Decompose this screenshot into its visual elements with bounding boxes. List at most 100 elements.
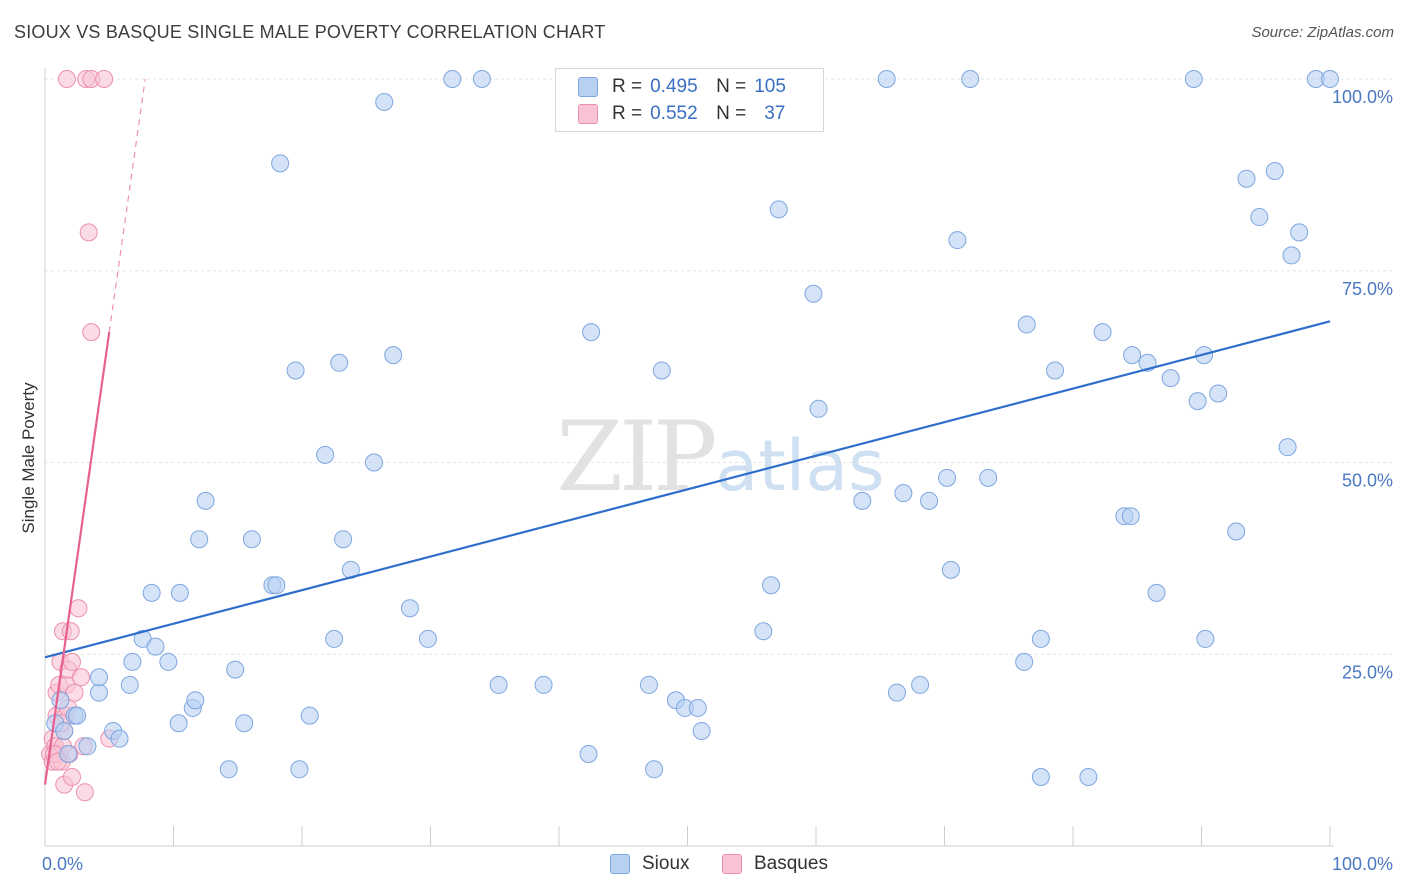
- point-sioux: [1031, 767, 1050, 786]
- stats-legend: R = 0.495 N = 105 R = 0.552 N = 37: [555, 68, 824, 132]
- point-sioux: [938, 468, 957, 487]
- point-sioux: [1282, 246, 1301, 265]
- point-sioux: [334, 530, 353, 549]
- point-sioux: [961, 70, 980, 88]
- legend-n-label: N =: [716, 103, 747, 124]
- point-sioux: [418, 629, 437, 648]
- point-sioux: [877, 70, 896, 88]
- point-sioux: [1093, 323, 1112, 342]
- point-basques: [62, 767, 81, 786]
- point-sioux: [1184, 70, 1203, 88]
- point-basques: [61, 622, 80, 641]
- y-tick-label: 75.0%: [1342, 279, 1393, 299]
- point-basques: [65, 683, 84, 702]
- point-sioux: [582, 323, 601, 342]
- point-sioux: [1188, 392, 1207, 411]
- y-tick-label: 50.0%: [1342, 471, 1393, 491]
- point-sioux: [78, 737, 97, 756]
- legend-swatch-sioux: [578, 77, 598, 97]
- point-sioux: [809, 399, 828, 418]
- point-sioux: [1278, 438, 1297, 457]
- point-sioux: [1031, 629, 1050, 648]
- gridlines: [45, 78, 1394, 655]
- point-sioux: [330, 353, 349, 372]
- point-sioux: [89, 683, 108, 702]
- trend-line-basques-extension: [108, 78, 146, 333]
- point-sioux: [364, 453, 383, 472]
- point-sioux: [68, 706, 87, 725]
- legend-n-label: N =: [716, 76, 747, 97]
- point-basques: [69, 599, 88, 618]
- point-sioux: [169, 714, 188, 733]
- point-sioux: [190, 530, 209, 549]
- legend-r-value: 0.552: [650, 103, 698, 124]
- point-sioux: [1209, 384, 1228, 403]
- point-sioux: [51, 691, 70, 710]
- series-swatch-sioux: [610, 854, 630, 874]
- point-sioux: [146, 637, 165, 656]
- legend-row-basques: R = 0.552 N = 37: [578, 102, 785, 126]
- point-sioux: [1321, 70, 1339, 88]
- point-sioux: [400, 599, 419, 618]
- y-tick-label: 25.0%: [1342, 662, 1393, 682]
- x-tick-label: 0.0%: [42, 854, 83, 874]
- point-sioux: [645, 760, 664, 779]
- point-sioux: [1290, 223, 1309, 242]
- point-sioux: [894, 484, 913, 503]
- point-sioux: [242, 530, 261, 549]
- point-sioux: [639, 675, 658, 694]
- point-sioux: [1017, 315, 1036, 334]
- point-basques: [62, 652, 81, 671]
- x-tick-labels: 0.0% 100.0%: [42, 854, 1393, 874]
- point-sioux: [1123, 346, 1142, 365]
- point-sioux: [159, 652, 178, 671]
- point-sioux: [120, 675, 139, 694]
- point-sioux: [219, 760, 238, 779]
- legend-r-label: R =: [612, 103, 643, 124]
- point-sioux: [1250, 208, 1269, 227]
- series-legend-sioux: Sioux: [610, 852, 690, 876]
- legend-swatch-basques: [578, 104, 598, 124]
- point-sioux: [804, 284, 823, 303]
- trend-lines: [43, 78, 1331, 785]
- point-sioux: [692, 721, 711, 740]
- point-sioux: [123, 652, 142, 671]
- point-sioux: [267, 576, 286, 595]
- point-basques: [71, 668, 90, 687]
- point-sioux: [59, 744, 78, 763]
- legend-r-value: 0.495: [650, 76, 698, 97]
- point-sioux: [1161, 369, 1180, 388]
- y-tick-labels: 25.0% 50.0% 75.0% 100.0%: [1332, 87, 1393, 682]
- legend-row-sioux: R = 0.495 N = 105: [578, 75, 786, 99]
- point-basques: [57, 70, 76, 88]
- source-credit: Source: ZipAtlas.com: [1251, 24, 1394, 41]
- point-sioux: [170, 583, 189, 602]
- point-sioux: [762, 576, 781, 595]
- series-label-basques: Basques: [754, 853, 828, 874]
- point-sioux: [911, 675, 930, 694]
- point-sioux: [384, 346, 403, 365]
- point-sioux: [316, 445, 335, 464]
- series-legend-basques: Basques: [722, 852, 828, 876]
- point-basques: [75, 783, 94, 802]
- point-sioux: [443, 70, 462, 88]
- point-basques: [79, 223, 98, 242]
- watermark-zip: ZIP: [556, 401, 715, 513]
- point-sioux: [186, 691, 205, 710]
- point-sioux: [226, 660, 245, 679]
- legend-n-value: 37: [764, 103, 786, 124]
- trend-line-sioux: [44, 320, 1331, 659]
- point-sioux: [754, 622, 773, 641]
- point-sioux: [375, 93, 394, 112]
- point-sioux: [1015, 652, 1034, 671]
- series-swatch-basques: [722, 854, 742, 874]
- legend-n-value: 105: [754, 76, 786, 97]
- point-sioux: [290, 760, 309, 779]
- point-sioux: [920, 491, 939, 510]
- watermark: ZIP atlas: [556, 401, 884, 513]
- point-sioux: [941, 560, 960, 579]
- axes: [44, 68, 1334, 847]
- point-sioux: [853, 491, 872, 510]
- y-axis-label: Single Male Poverty: [19, 382, 38, 534]
